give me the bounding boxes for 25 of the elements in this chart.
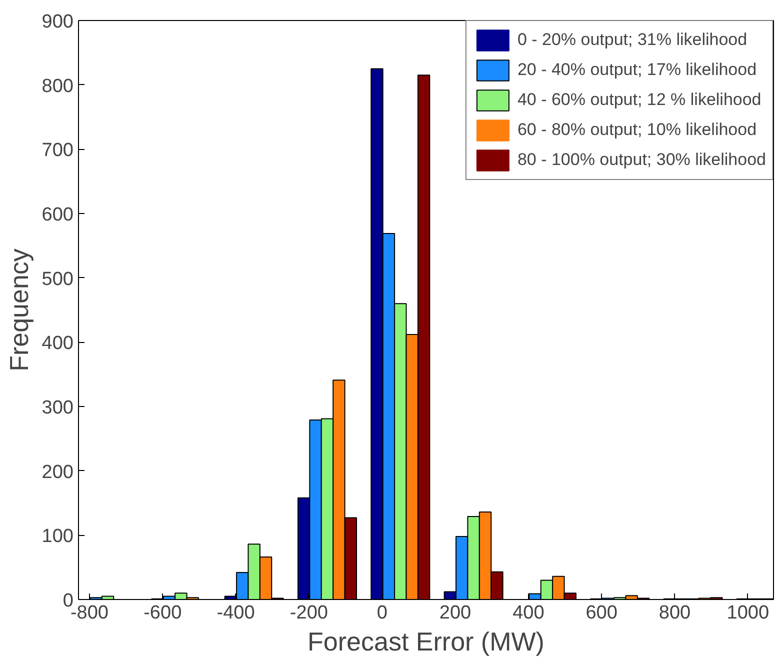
legend-label: 80 - 100% output; 30% likelihood xyxy=(517,150,766,170)
y-tick-label: 500 xyxy=(42,268,74,290)
legend-label: 0 - 20% output; 31% likelihood xyxy=(517,30,748,50)
x-tick-label: 400 xyxy=(512,602,544,624)
x-axis-title: Forecast Error (MW) xyxy=(308,626,544,656)
y-tick-label: 400 xyxy=(42,333,74,354)
y-tick-label: 100 xyxy=(42,526,74,548)
x-tick-label: 800 xyxy=(658,602,691,624)
y-tick-label: 200 xyxy=(42,462,74,483)
y-tick-label: 800 xyxy=(42,76,74,97)
y-tick-label: 600 xyxy=(42,204,74,226)
legend-label: 20 - 40% output; 17% likelihood xyxy=(517,60,757,80)
x-tick-label: 1000 xyxy=(726,602,770,624)
legend-label: 40 - 60% output; 12 % likelihood xyxy=(517,90,762,110)
x-tick-label: -200 xyxy=(290,602,328,624)
legend-label: 60 - 80% output; 10% likelihood xyxy=(517,120,757,140)
x-tick-label: 0 xyxy=(376,602,388,624)
y-tick-label: 700 xyxy=(42,140,74,162)
y-tick-label: 300 xyxy=(42,398,74,418)
y-tick-label: 900 xyxy=(42,12,74,32)
x-tick-label: -400 xyxy=(216,602,255,624)
x-tick-label: 600 xyxy=(586,602,618,624)
x-tick-label: 200 xyxy=(439,602,472,624)
x-tick-label: -600 xyxy=(144,602,182,624)
y-axis-title: Frequency xyxy=(4,248,34,372)
